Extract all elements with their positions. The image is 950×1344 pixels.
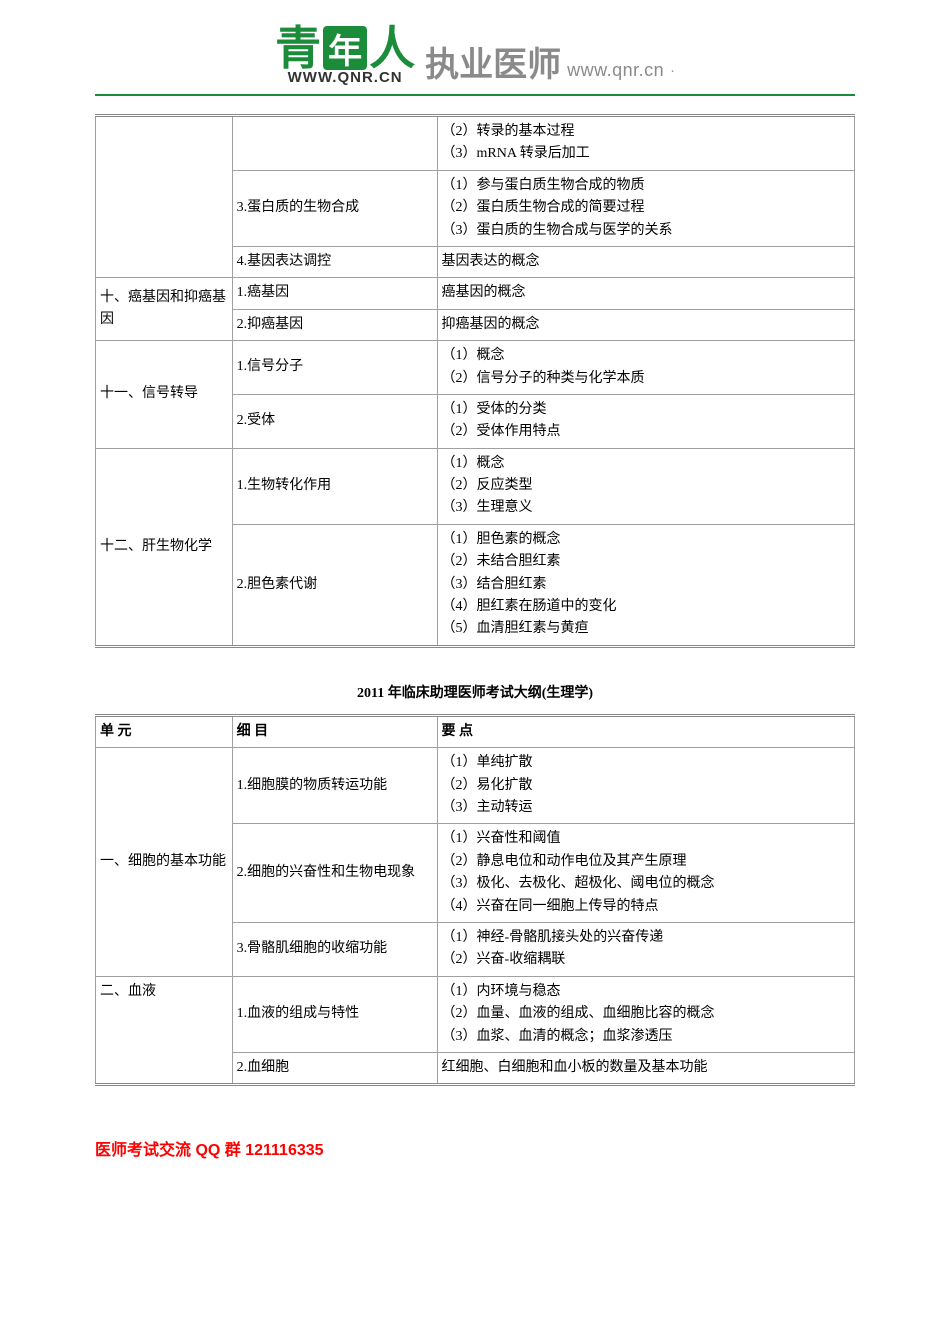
- cell: （1）受体的分类 （2）受体作用特点: [437, 394, 854, 448]
- logo: 青 年 人 WWW.QNR.CN: [275, 25, 415, 86]
- cell: 1.血液的组成与特性: [232, 976, 437, 1052]
- header-cell: 要 点: [437, 715, 854, 747]
- header-right: 执业医师 www.qnr.cn ·: [425, 37, 675, 86]
- cell: （1）内环境与稳态 （2）血量、血液的组成、血细胞比容的概念 （3）血浆、血清的…: [437, 976, 854, 1052]
- logo-url: WWW.QNR.CN: [288, 69, 403, 86]
- cell: 1.信号分子: [232, 341, 437, 395]
- table2-title: 2011 年临床助理医师考试大纲(生理学): [95, 682, 855, 702]
- header-cell: 单 元: [96, 715, 233, 747]
- table-1: （2）转录的基本过程 （3）mRNA 转录后加工 3.蛋白质的生物合成 （1）参…: [95, 114, 855, 648]
- cell: 十二、肝生物化学: [96, 448, 233, 646]
- cell: 2.血细胞: [232, 1052, 437, 1084]
- cell: 2.受体: [232, 394, 437, 448]
- table-row: 一、细胞的基本功能 1.细胞膜的物质转运功能 （1）单纯扩散 （2）易化扩散 （…: [96, 748, 855, 824]
- cell: （1）胆色素的概念 （2）未结合胆红素 （3）结合胆红素 （4）胆红素在肠道中的…: [437, 524, 854, 646]
- cell: 红细胞、白细胞和血小板的数量及基本功能: [437, 1052, 854, 1084]
- cell: （1）神经-骨骼肌接头处的兴奋传递 （2）兴奋-收缩耦联: [437, 922, 854, 976]
- logo-ren: 人: [369, 25, 415, 71]
- cell: 抑癌基因的概念: [437, 309, 854, 340]
- cell: 3.骨骼肌细胞的收缩功能: [232, 922, 437, 976]
- cell: 癌基因的概念: [437, 278, 854, 309]
- cell: （1）兴奋性和阈值 （2）静息电位和动作电位及其产生原理 （3）极化、去极化、超…: [437, 824, 854, 923]
- cell: （1）参与蛋白质生物合成的物质 （2）蛋白质生物合成的简要过程 （3）蛋白质的生…: [437, 170, 854, 246]
- table-row: 十、癌基因和抑癌基因 1.癌基因 癌基因的概念: [96, 278, 855, 309]
- footer-text: 医师考试交流 QQ 群 121116335: [95, 1136, 855, 1160]
- cell: 3.蛋白质的生物合成: [232, 170, 437, 246]
- table-row: 十二、肝生物化学 1.生物转化作用 （1）概念 （2）反应类型 （3）生理意义: [96, 448, 855, 524]
- header-link: www.qnr.cn: [567, 60, 664, 81]
- cell: （1）概念 （2）信号分子的种类与化学本质: [437, 341, 854, 395]
- header-divider: [95, 94, 855, 96]
- cell: （1）单纯扩散 （2）易化扩散 （3）主动转运: [437, 748, 854, 824]
- cell: 1.生物转化作用: [232, 448, 437, 524]
- logo-top: 青 年 人: [275, 25, 415, 71]
- cell: 1.细胞膜的物质转运功能: [232, 748, 437, 824]
- header-dot: ·: [670, 65, 675, 81]
- cell: 4.基因表达调控: [232, 246, 437, 277]
- cell: [96, 116, 233, 278]
- cell: 基因表达的概念: [437, 246, 854, 277]
- cell: 十一、信号转导: [96, 341, 233, 449]
- cell: 十、癌基因和抑癌基因: [96, 278, 233, 341]
- cell: （1）概念 （2）反应类型 （3）生理意义: [437, 448, 854, 524]
- cell: [232, 116, 437, 171]
- cell: 2.抑癌基因: [232, 309, 437, 340]
- table-header-row: 单 元 细 目 要 点: [96, 715, 855, 747]
- header-cell: 细 目: [232, 715, 437, 747]
- table-row: 二、血液 1.血液的组成与特性 （1）内环境与稳态 （2）血量、血液的组成、血细…: [96, 976, 855, 1052]
- logo-qing: 青: [275, 25, 321, 71]
- cell: 2.胆色素代谢: [232, 524, 437, 646]
- table-row: （2）转录的基本过程 （3）mRNA 转录后加工: [96, 116, 855, 171]
- cell: 一、细胞的基本功能: [96, 748, 233, 977]
- cell: 二、血液: [96, 976, 233, 1085]
- cell: （2）转录的基本过程 （3）mRNA 转录后加工: [437, 116, 854, 171]
- logo-nian: 年: [323, 26, 367, 70]
- table-row: 十一、信号转导 1.信号分子 （1）概念 （2）信号分子的种类与化学本质: [96, 341, 855, 395]
- cell: 2.细胞的兴奋性和生物电现象: [232, 824, 437, 923]
- table-2: 单 元 细 目 要 点 一、细胞的基本功能 1.细胞膜的物质转运功能 （1）单纯…: [95, 714, 855, 1086]
- header-title: 执业医师: [425, 37, 561, 86]
- page: 青 年 人 WWW.QNR.CN 执业医师 www.qnr.cn · （2）转录…: [0, 0, 950, 1185]
- cell: 1.癌基因: [232, 278, 437, 309]
- header: 青 年 人 WWW.QNR.CN 执业医师 www.qnr.cn ·: [95, 25, 855, 94]
